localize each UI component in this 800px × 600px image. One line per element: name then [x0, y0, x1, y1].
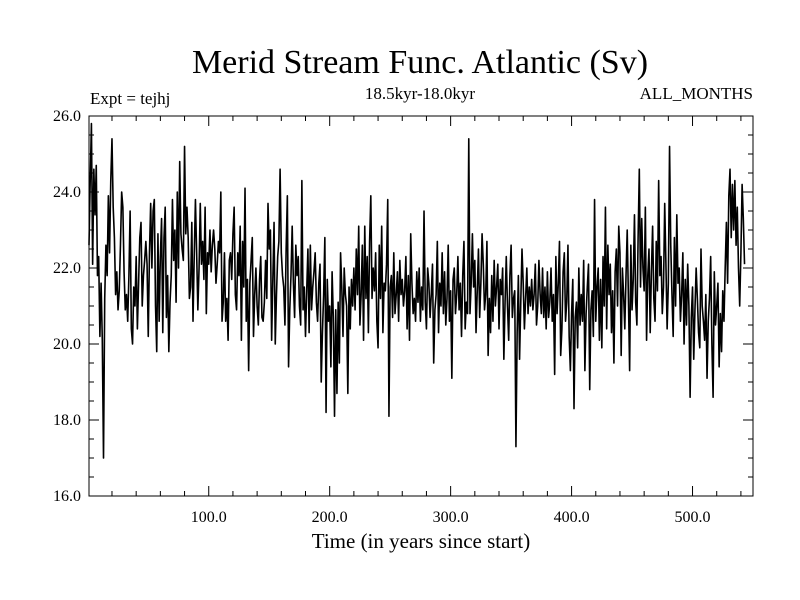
months-label: ALL_MONTHS	[640, 84, 753, 103]
x-tick-label: 100.0	[191, 509, 227, 526]
y-tick-label: 26.0	[53, 108, 81, 125]
chart-subtitle: 18.5kyr-18.0kyr	[365, 84, 475, 103]
experiment-label: Expt = tejhj	[90, 89, 170, 108]
y-axis: 16.0 18.0 20.0 22.0 24.0 26.0	[53, 108, 753, 505]
x-tick-label: 200.0	[312, 509, 348, 526]
x-tick-label: 500.0	[675, 509, 711, 526]
series-line	[88, 122, 746, 459]
x-axis-label: Time (in years since start)	[312, 529, 531, 553]
chart-title: Merid Stream Func. Atlantic (Sv)	[192, 44, 648, 81]
series-layer	[88, 122, 746, 459]
x-axis: 100.0 200.0 300.0 400.0 500.0	[111, 116, 742, 526]
y-tick-label: 20.0	[53, 336, 81, 353]
y-tick-label: 16.0	[53, 488, 81, 505]
y-tick-label: 24.0	[53, 184, 81, 201]
x-tick-label: 400.0	[554, 509, 590, 526]
y-tick-label: 18.0	[53, 412, 81, 429]
x-tick-label: 300.0	[433, 509, 469, 526]
y-tick-label: 22.0	[53, 260, 81, 277]
